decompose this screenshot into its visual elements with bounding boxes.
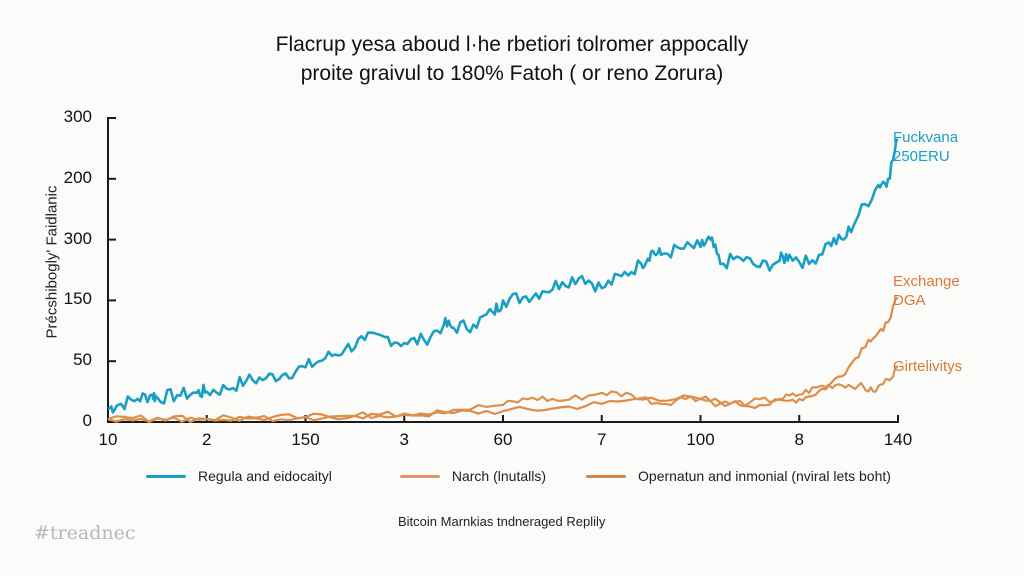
x-tick-label: 140 (883, 430, 913, 449)
x-tick-label: 100 (686, 430, 715, 449)
y-tick-label: 150 (63, 289, 92, 309)
series-lines (107, 138, 899, 424)
end-label-line: Girtelivitys (893, 358, 963, 375)
x-tick-label: 60 (493, 430, 513, 449)
legend-item[interactable]: Regula and eidocaityl (146, 468, 332, 484)
y-tick-label: 300 (63, 107, 92, 126)
legend: Regula and eidocaityl Narch (lnutalls) O… (146, 468, 931, 484)
y-tick-label: 50 (73, 350, 92, 370)
chart-title-line-1: Flacrup yesa aboud l·he rbetiori tolrome… (275, 33, 749, 56)
series-line (107, 138, 899, 414)
series-end-label-orange-2: Girtelivitys (893, 357, 962, 376)
legend-label: Regula and eidocaityl (198, 468, 332, 484)
legend-swatch-icon (399, 474, 440, 478)
series-line (107, 365, 899, 424)
chart-title-line-2: proite graivul to 180% Fatoh ( or reno Z… (300, 62, 724, 85)
y-tick-label: 0 (82, 411, 92, 430)
y-tick-label: 300 (63, 228, 92, 248)
x-tick-label: 3 (399, 430, 409, 449)
legend-label: Opernatun and inmonial (nviral lets boht… (638, 468, 891, 484)
x-tick-label: 7 (597, 430, 607, 449)
x-tick-label: 2 (202, 430, 212, 449)
source-caption: Bitcoin Marnkias tndneraged Replily (398, 514, 606, 529)
series-line (107, 296, 899, 424)
end-label-line: 250ERU (893, 148, 950, 165)
legend-item[interactable]: Opernatun and inmonial (nviral lets boht… (586, 468, 891, 484)
legend-item[interactable]: Narch (lnutalls) (399, 468, 547, 484)
legend-label: Narch (lnutalls) (451, 468, 547, 484)
series-end-label-blue: Fuckvana 250ERU (893, 128, 958, 166)
y-tick-label: 200 (63, 167, 92, 187)
end-label-line: DGA (893, 292, 926, 309)
end-label-line: Fuckvana (893, 129, 959, 146)
x-tick-label: 8 (794, 430, 804, 449)
tick-marks (107, 117, 899, 422)
series-end-label-orange: Exchange DGA (893, 272, 960, 310)
watermark: #treadnec (34, 522, 136, 544)
axes (107, 117, 899, 423)
x-tick-label: 150 (291, 430, 320, 449)
x-tick-label: 10 (98, 430, 118, 449)
end-label-line: Exchange (893, 273, 960, 290)
legend-swatch-icon (586, 474, 627, 478)
chart-title: Flacrup yesa aboud l·he rbetiori tolrome… (0, 30, 1024, 88)
legend-swatch-icon (146, 474, 186, 478)
